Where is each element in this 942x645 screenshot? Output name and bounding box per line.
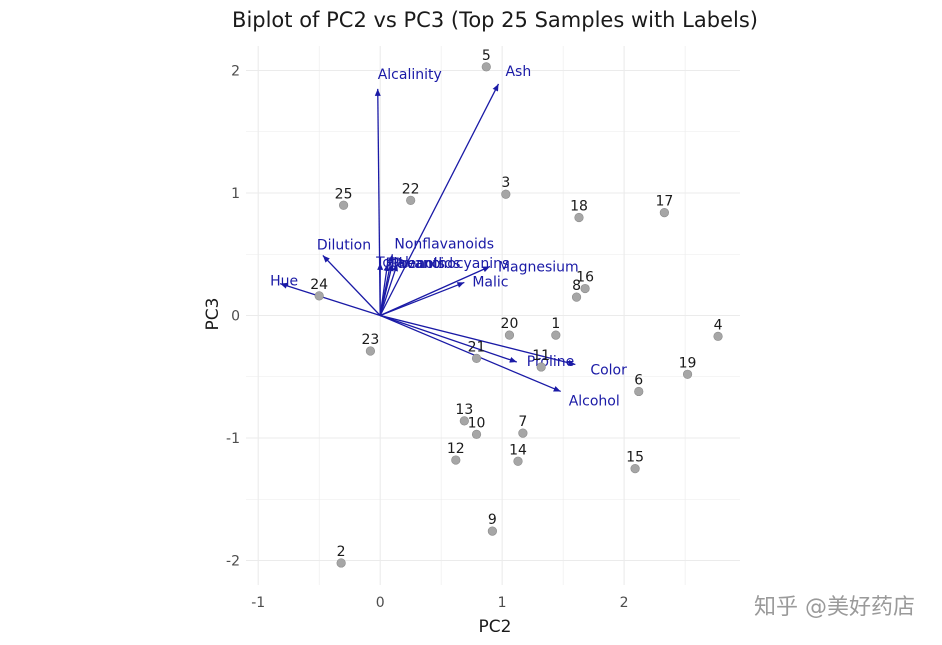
- loading-arrow-proanthocyanins: [379, 263, 398, 316]
- grid-layer: [246, 46, 740, 585]
- sample-point: [574, 212, 584, 223]
- loading-arrow-ash: [379, 83, 500, 316]
- chart-title: Biplot of PC2 vs PC3 (Top 25 Samples wit…: [232, 8, 758, 32]
- sample-point: [338, 200, 349, 210]
- sample-point: [659, 208, 669, 218]
- sample-point: [471, 429, 482, 439]
- loading-label-dilution: Dilution: [317, 237, 371, 253]
- x-tick-label: -1: [251, 595, 265, 611]
- sample-point: [487, 526, 497, 536]
- sample-label: 24: [310, 277, 328, 293]
- y-tick-label: 0: [231, 309, 240, 325]
- loading-arrow-malic: [379, 281, 465, 317]
- loading-label-nonflavanoids: Nonflavanoids: [394, 236, 494, 252]
- loading-label-flavanoids: Flavanoids: [385, 256, 460, 272]
- x-tick-label: 0: [376, 595, 385, 611]
- sample-label: 17: [655, 194, 673, 210]
- sample-label: 13: [455, 402, 473, 418]
- sample-point: [513, 456, 523, 466]
- loading-arrow-magnesium: [379, 265, 491, 317]
- sample-label: 3: [501, 175, 510, 191]
- sample-point: [682, 369, 693, 379]
- sample-point: [713, 331, 723, 341]
- sample-label: 7: [518, 414, 527, 430]
- sample-point: [630, 464, 640, 474]
- x-tick-label: 2: [620, 595, 629, 611]
- loading-arrow-dilution: [322, 255, 381, 316]
- sample-label: 12: [447, 441, 465, 457]
- sample-point: [536, 362, 546, 372]
- sample-label: 22: [402, 181, 420, 197]
- sample-label: 9: [488, 512, 497, 528]
- sample-point: [634, 386, 644, 397]
- sample-label: 16: [576, 270, 594, 286]
- sample-label: 25: [335, 186, 353, 202]
- sample-label: 1: [551, 316, 560, 332]
- sample-label: 10: [468, 415, 486, 431]
- sample-point: [571, 292, 582, 302]
- loading-arrow-phenols: [379, 263, 394, 316]
- x-axis-title: PC2: [479, 617, 512, 637]
- sample-point: [314, 291, 324, 301]
- sample-point: [504, 330, 515, 340]
- loading-arrow-alcohol: [379, 314, 561, 393]
- loading-label-proanthocyanins: Proanthocyanins: [393, 256, 509, 272]
- y-tick-label: -1: [226, 431, 240, 447]
- loading-label-hue: Hue: [270, 274, 298, 290]
- sample-point: [459, 416, 469, 426]
- sample-label: 23: [362, 332, 380, 348]
- y-tick-label: -2: [226, 554, 240, 570]
- sample-label: 18: [570, 199, 588, 215]
- sample-point: [365, 346, 376, 356]
- sample-point: [471, 353, 482, 363]
- loading-arrow-flavanoids: [379, 263, 390, 316]
- y-tick-label: 1: [231, 186, 240, 202]
- sample-point: [501, 189, 511, 199]
- loading-label-color: Color: [590, 363, 627, 379]
- loading-arrow-color: [380, 314, 576, 366]
- sample-label: 20: [501, 316, 519, 332]
- sample-label: 19: [679, 355, 697, 371]
- loading-label-ash: Ash: [505, 64, 531, 80]
- y-axis-title: PC3: [203, 298, 223, 331]
- x-tick-label: 1: [498, 595, 507, 611]
- sample-label: 2: [337, 544, 346, 560]
- sample-label: 5: [482, 48, 491, 64]
- loading-label-malic: Malic: [472, 274, 508, 290]
- sample-label: 15: [626, 450, 644, 466]
- loading-label-phenols: Phenols: [390, 256, 445, 272]
- sample-label: 4: [714, 317, 723, 333]
- sample-point: [406, 195, 416, 205]
- loading-arrow-proline: [379, 314, 517, 363]
- sample-label: 14: [509, 442, 527, 458]
- sample-point: [336, 558, 346, 568]
- loading-label-alcalinity: Alcalinity: [378, 67, 442, 83]
- sample-point: [481, 62, 491, 72]
- loading-arrow-hue: [279, 282, 381, 317]
- sample-point: [451, 455, 461, 465]
- sample-label: 8: [572, 278, 581, 294]
- sample-label: 11: [532, 348, 550, 364]
- watermark: 知乎 @美好药店: [754, 595, 915, 620]
- loading-label-alcohol: Alcohol: [569, 393, 620, 409]
- y-tick-label: 2: [231, 64, 240, 80]
- sample-label: 21: [468, 339, 486, 355]
- loading-label-magnesium: Magnesium: [498, 260, 579, 276]
- sample-point: [518, 428, 528, 438]
- sample-point: [580, 283, 590, 294]
- sample-label: 6: [634, 372, 643, 388]
- sample-point: [551, 330, 561, 340]
